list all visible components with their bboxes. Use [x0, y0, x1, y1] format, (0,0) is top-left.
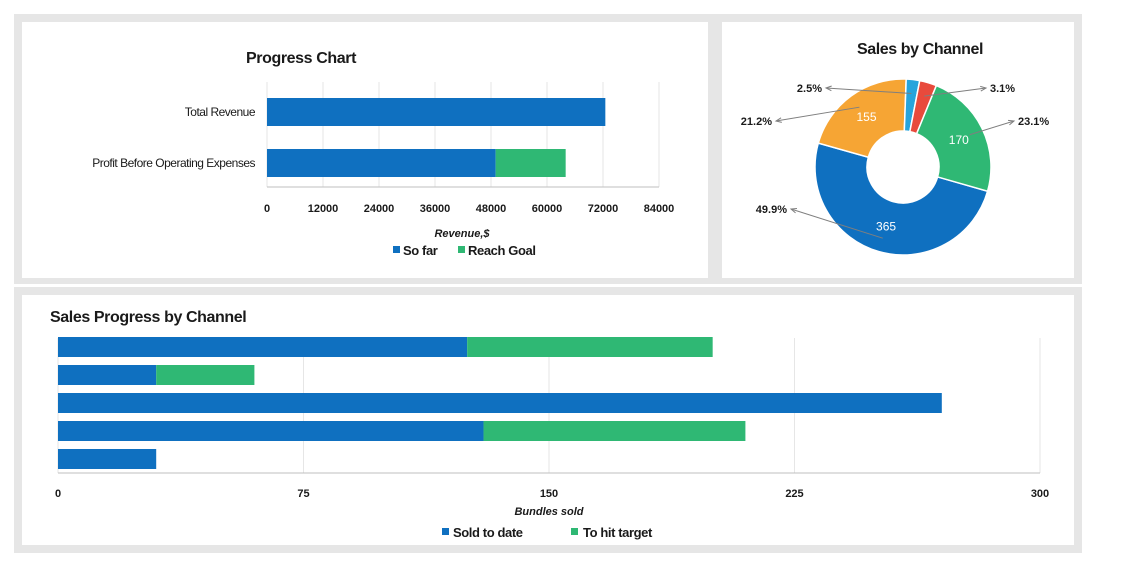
bar-to-hit-target — [467, 337, 713, 357]
legend-label-sold-to-date: Sold to date — [453, 525, 523, 540]
percent-label: 2.5% — [797, 83, 822, 95]
callout-line — [969, 120, 1015, 136]
callout-arrowhead — [774, 117, 782, 123]
legend-label-reach-goal: Reach Goal — [468, 243, 536, 258]
sales-by-channel-title: Sales by Channel — [857, 41, 983, 58]
bar-so-far — [267, 149, 496, 177]
percent-label: 21.2% — [741, 116, 772, 128]
legend-label-so-far: So far — [403, 243, 438, 258]
bar-reach-goal — [495, 149, 566, 177]
callout-line — [924, 87, 987, 97]
x-tick-label: 300 — [1031, 488, 1049, 500]
progress-chart-x-axis-label: Revenue,$ — [434, 228, 490, 240]
callout-line — [790, 208, 883, 239]
percent-label: 23.1% — [1018, 116, 1049, 128]
progress-chart-x-ticks: 0 12000 24000 36000 48000 60000 72000 84000 — [264, 203, 674, 215]
x-tick-label: 36000 — [420, 203, 451, 215]
sales-progress-title: Sales Progress by Channel — [50, 309, 246, 326]
bar-sold-to-date — [58, 421, 484, 441]
x-tick-label: 0 — [264, 203, 270, 215]
legend-label-to-hit-target: To hit target — [583, 525, 653, 540]
bar-to-hit-target — [156, 365, 255, 385]
sales-progress-panel — [22, 295, 1074, 545]
progress-chart: Progress Chart Total Revenue Profit Befor… — [92, 50, 674, 258]
progress-chart-legend: So far Reach Goal — [393, 243, 536, 258]
legend-swatch-so-far — [393, 246, 400, 253]
bar-so-far — [267, 98, 606, 126]
bar-sold-to-date — [58, 365, 157, 385]
progress-chart-category-labels: Total Revenue Profit Before Operating Exp… — [92, 105, 256, 170]
donut-slice-labels: 365 155 170 — [856, 110, 969, 234]
bar-sold-to-date — [58, 449, 157, 469]
donut-slices — [814, 78, 992, 256]
category-label: Total Revenue — [185, 105, 256, 119]
bar-sold-to-date — [58, 393, 942, 413]
category-label: Profit Before Operating Expenses — [92, 156, 255, 170]
legend-swatch-to-hit-target — [571, 528, 578, 535]
x-tick-label: 84000 — [644, 203, 675, 215]
callout-arrowhead — [1007, 119, 1016, 126]
donut-percent-callouts: 49.9% 21.2% 2.5% 3.1% 23.1% — [741, 83, 1049, 239]
bar-sold-to-date — [58, 337, 468, 357]
legend-swatch-reach-goal — [458, 246, 465, 253]
legend-swatch-sold-to-date — [442, 528, 449, 535]
callout-arrowhead — [980, 85, 988, 92]
callout-arrowhead — [824, 85, 832, 92]
progress-chart-bars — [267, 98, 606, 177]
sales-progress-x-ticks: 0 75 150 225 300 — [55, 488, 1049, 500]
callout-line — [775, 106, 860, 122]
slice-value-label: 365 — [876, 220, 896, 234]
slice-value-label: 155 — [856, 110, 876, 124]
x-tick-label: 60000 — [532, 203, 563, 215]
sales-by-channel-chart: Sales by Channel 365 155 170 49.9% 21.2% 2.5… — [741, 41, 1049, 256]
x-tick-label: 75 — [297, 488, 309, 500]
bar-to-hit-target — [483, 421, 746, 441]
sales-progress-chart: Sales Progress by Channel 0 75 150 225 300 B… — [50, 309, 1049, 540]
slice-value-label: 170 — [949, 133, 969, 147]
x-tick-label: 12000 — [308, 203, 339, 215]
donut-slice — [817, 78, 907, 159]
callout-line — [825, 87, 912, 94]
percent-label: 49.9% — [756, 204, 787, 216]
donut-slice — [814, 142, 989, 256]
x-tick-label: 48000 — [476, 203, 507, 215]
x-tick-label: 0 — [55, 488, 61, 500]
sales-progress-bars — [58, 337, 942, 469]
progress-chart-title: Progress Chart — [246, 50, 357, 67]
x-tick-label: 150 — [540, 488, 558, 500]
sales-progress-legend: Sold to date To hit target — [442, 525, 653, 540]
callout-arrowhead — [789, 207, 798, 214]
donut-slice — [915, 84, 992, 193]
x-tick-label: 24000 — [364, 203, 395, 215]
sales-progress-x-axis-label: Bundles sold — [514, 506, 583, 518]
x-tick-label: 225 — [785, 488, 803, 500]
percent-label: 3.1% — [990, 83, 1015, 95]
x-tick-label: 72000 — [588, 203, 619, 215]
